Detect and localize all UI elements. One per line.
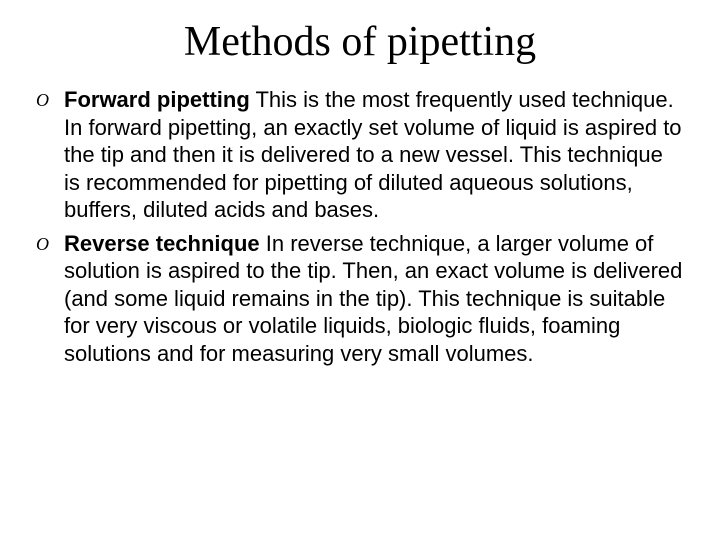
list-item: O Forward pipetting This is the most fre…: [64, 86, 684, 224]
bullet-list: O Forward pipetting This is the most fre…: [36, 86, 684, 367]
list-item: O Reverse technique In reverse technique…: [64, 230, 684, 368]
bullet-bold: Reverse technique: [64, 231, 260, 256]
slide: Methods of pipetting O Forward pipetting…: [0, 0, 720, 540]
bullet-marker-icon: O: [36, 233, 49, 256]
page-title: Methods of pipetting: [36, 18, 684, 66]
bullet-bold: Forward pipetting: [64, 87, 250, 112]
bullet-marker-icon: O: [36, 89, 49, 112]
